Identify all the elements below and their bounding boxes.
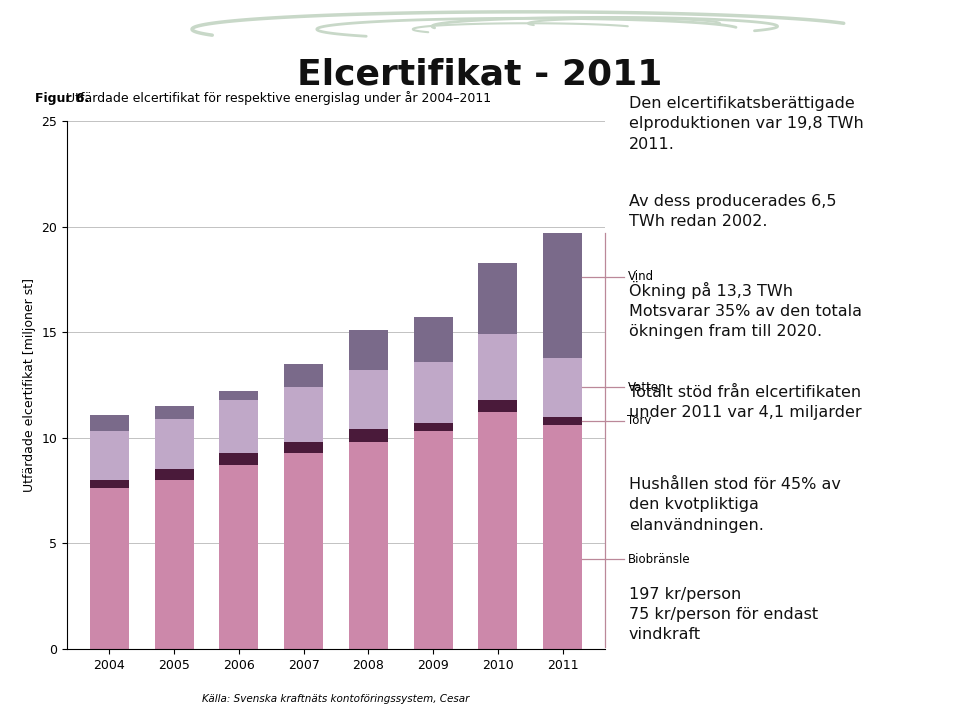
Bar bbox=[155, 469, 194, 480]
Text: Torv: Torv bbox=[628, 414, 652, 427]
Y-axis label: Utfärdade elcertifikat [miljoner st]: Utfärdade elcertifikat [miljoner st] bbox=[23, 278, 36, 492]
Bar bbox=[284, 364, 324, 387]
Bar bbox=[348, 330, 388, 370]
Bar bbox=[155, 406, 194, 419]
Bar bbox=[155, 480, 194, 649]
Bar bbox=[220, 453, 258, 465]
Bar bbox=[414, 317, 452, 361]
Text: Elcertifikat - 2011: Elcertifikat - 2011 bbox=[298, 58, 662, 92]
Text: Vind: Vind bbox=[628, 270, 654, 283]
Bar bbox=[348, 429, 388, 442]
Bar bbox=[543, 425, 582, 649]
Text: Av dess producerades 6,5
TWh redan 2002.: Av dess producerades 6,5 TWh redan 2002. bbox=[629, 194, 836, 230]
Bar bbox=[414, 361, 452, 423]
Text: Utfärdade elcertifikat för respektive energislag under år 2004–2011: Utfärdade elcertifikat för respektive en… bbox=[61, 91, 491, 106]
Text: Hushållen stod för 45% av
den kvotpliktiga
elanvändningen.: Hushållen stod för 45% av den kvotplikti… bbox=[629, 477, 841, 533]
Bar bbox=[90, 414, 129, 431]
Bar bbox=[284, 453, 324, 649]
Text: Figur 6.: Figur 6. bbox=[35, 93, 89, 106]
Bar bbox=[478, 262, 517, 334]
Bar bbox=[284, 387, 324, 442]
Text: Totalt stöd från elcertifikaten
under 2011 var 4,1 miljarder: Totalt stöd från elcertifikaten under 20… bbox=[629, 384, 861, 420]
Text: Den elcertifikatsberättigade
elproduktionen var 19,8 TWh
2011.: Den elcertifikatsberättigade elproduktio… bbox=[629, 96, 864, 152]
Bar bbox=[543, 233, 582, 358]
Bar bbox=[284, 442, 324, 453]
Text: CHALMERS: CHALMERS bbox=[21, 17, 166, 41]
Text: Vatten: Vatten bbox=[628, 381, 666, 394]
Bar bbox=[543, 416, 582, 425]
Text: Källa: Svenska kraftnäts kontoföringssystem, Cesar: Källa: Svenska kraftnäts kontoföringssys… bbox=[203, 694, 469, 704]
Bar bbox=[90, 431, 129, 480]
Bar bbox=[478, 400, 517, 412]
Bar bbox=[543, 358, 582, 416]
Bar bbox=[414, 431, 452, 649]
Bar bbox=[348, 442, 388, 649]
Bar bbox=[478, 334, 517, 400]
Text: 197 kr/person
75 kr/person för endast
vindkraft: 197 kr/person 75 kr/person för endast vi… bbox=[629, 587, 818, 642]
Bar bbox=[90, 480, 129, 488]
Text: Ökning på 13,3 TWh
Motsvarar 35% av den totala
ökningen fram till 2020.: Ökning på 13,3 TWh Motsvarar 35% av den … bbox=[629, 280, 862, 339]
Bar bbox=[220, 465, 258, 649]
Bar bbox=[478, 412, 517, 649]
Bar bbox=[90, 488, 129, 649]
Text: Biobränsle: Biobränsle bbox=[628, 553, 690, 566]
Bar bbox=[414, 423, 452, 431]
Bar bbox=[155, 419, 194, 469]
Bar bbox=[348, 370, 388, 429]
Bar bbox=[220, 400, 258, 453]
Bar bbox=[220, 391, 258, 400]
